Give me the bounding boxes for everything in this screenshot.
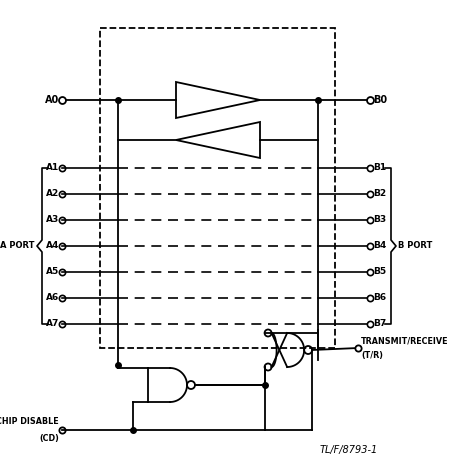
Text: A2: A2 — [46, 190, 59, 199]
Text: TL/F/8793-1: TL/F/8793-1 — [319, 445, 377, 455]
Text: A4: A4 — [46, 241, 59, 251]
Text: B3: B3 — [372, 215, 385, 225]
Text: B2: B2 — [372, 190, 385, 199]
Text: A PORT: A PORT — [0, 241, 35, 251]
Text: A0: A0 — [45, 95, 59, 105]
Text: A7: A7 — [46, 320, 59, 329]
Text: A1: A1 — [46, 164, 59, 172]
Text: B4: B4 — [372, 241, 386, 251]
Text: A3: A3 — [46, 215, 59, 225]
Text: B0: B0 — [372, 95, 386, 105]
Text: TRANSMIT/RECEIVE: TRANSMIT/RECEIVE — [360, 336, 447, 345]
Text: B6: B6 — [372, 294, 385, 302]
Text: B PORT: B PORT — [397, 241, 432, 251]
Text: (T/R): (T/R) — [360, 351, 382, 360]
Text: B5: B5 — [372, 267, 385, 276]
Text: B1: B1 — [372, 164, 385, 172]
Text: A5: A5 — [46, 267, 59, 276]
Text: A6: A6 — [46, 294, 59, 302]
Text: (CD): (CD) — [39, 434, 59, 443]
Text: B7: B7 — [372, 320, 386, 329]
Text: CHIP DISABLE: CHIP DISABLE — [0, 417, 59, 426]
